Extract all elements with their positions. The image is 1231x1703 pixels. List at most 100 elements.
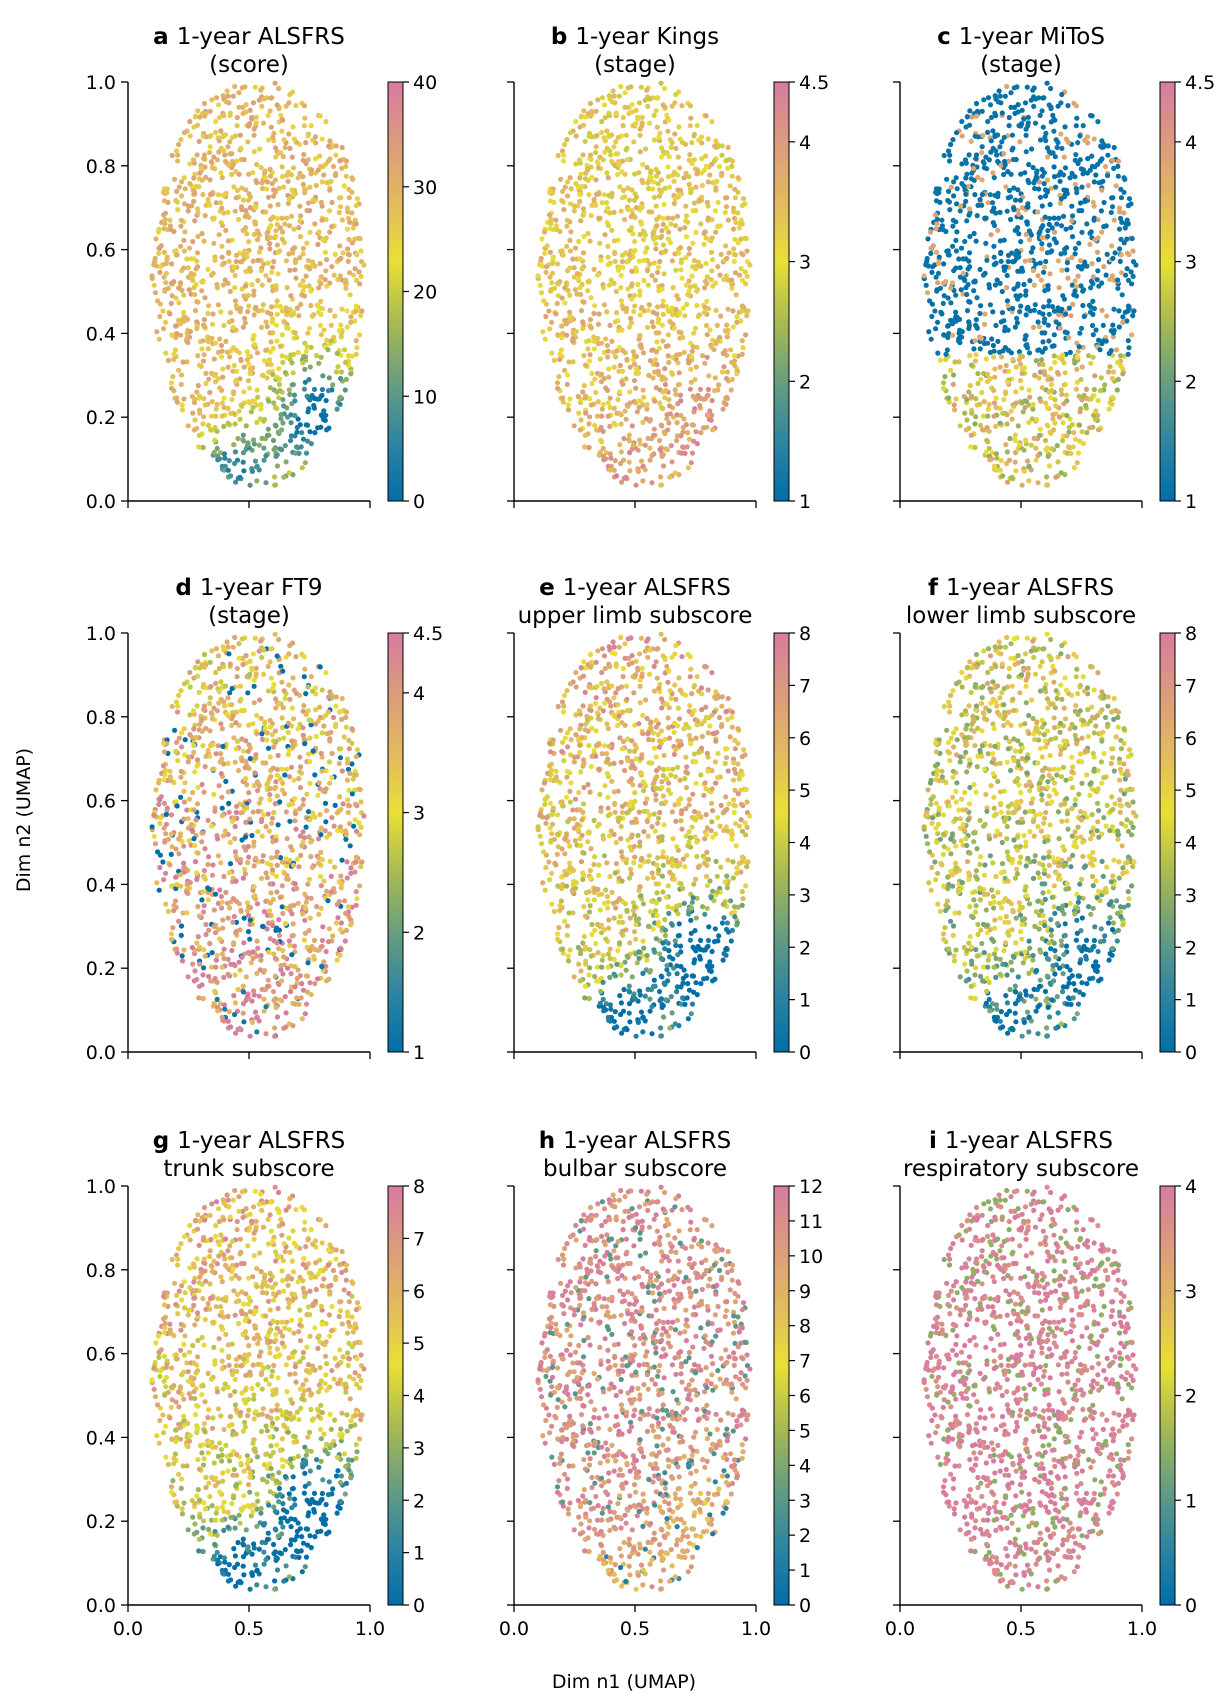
scatter-point [337,761,342,766]
scatter-point [740,345,745,350]
scatter-point [607,282,612,287]
scatter-point [1133,262,1138,267]
scatter-point [622,217,627,222]
scatter-point [297,204,302,209]
scatter-point [257,146,262,151]
scatter-point [696,393,701,398]
scatter-point [197,433,202,438]
scatter-point [332,314,337,319]
scatter-point [673,196,678,201]
scatter-point [612,238,617,243]
scatter-point [652,195,657,200]
scatter-point [673,146,678,151]
scatter-point [276,753,281,758]
scatter-point [302,123,307,128]
scatter-point [268,786,273,791]
scatter-point [1055,145,1060,150]
scatter-point [595,97,600,102]
scatter-point [647,121,652,126]
scatter-point [208,144,213,149]
scatter-point [929,314,934,319]
scatter-point [201,965,206,970]
scatter-point [1088,361,1093,366]
scatter-point [329,224,334,229]
scatter-point [327,188,332,193]
scatter-point [234,746,239,751]
scatter-point [698,221,703,226]
scatter-point [655,304,660,309]
scatter-point [654,174,659,179]
scatter-point [298,853,303,858]
scatter-point [1027,388,1032,393]
scatter-point [225,639,230,644]
scatter-point [604,170,609,175]
scatter-point [190,962,195,967]
scatter-point [649,480,654,485]
scatter-point [205,862,210,867]
scatter-point [320,924,325,929]
scatter-point [1046,454,1051,459]
scatter-point [348,922,353,927]
scatter-point [1096,284,1101,289]
scatter-point [1031,180,1036,185]
scatter-point [954,248,959,253]
scatter-point [1068,350,1073,355]
scatter-point [705,200,710,205]
scatter-point [280,360,285,365]
panel-title-text: 1-year ALSFRS [177,24,345,50]
scatter-point [981,159,986,164]
scatter-point [315,793,320,798]
scatter-point [320,687,325,692]
scatter-point [281,403,286,408]
scatter-point [1047,389,1052,394]
scatter-point [272,474,277,479]
scatter-point [663,446,668,451]
scatter-point [1020,366,1025,371]
scatter-point [354,338,359,343]
scatter-point [641,278,646,283]
panel-title-text: 1-year Kings [575,24,719,50]
scatter-point [220,917,225,922]
scatter-point [174,295,179,300]
scatter-point [605,220,610,225]
scatter-point [261,96,266,101]
scatter-point [257,994,262,999]
scatter-point [279,680,284,685]
scatter-point [195,234,200,239]
scatter-point [244,653,249,658]
scatter-point [1008,90,1013,95]
scatter-point [599,130,604,135]
scatter-point [992,175,997,180]
scatter-point [241,989,246,994]
scatter-point [729,277,734,282]
scatter-point [274,303,279,308]
scatter-point [1015,225,1020,230]
scatter-point [1029,443,1034,448]
scatter-point [969,114,974,119]
scatter-point [170,704,175,709]
scatter-point [235,436,240,441]
scatter-point [304,451,309,456]
scatter-point [306,258,311,263]
scatter-point [304,1002,309,1007]
scatter-point [334,920,339,925]
scatter-point [701,242,706,247]
scatter-point [276,366,281,371]
scatter-point [581,300,586,305]
scatter-point [1074,123,1079,128]
scatter-point [1064,245,1069,250]
scatter-point [233,298,238,303]
scatter-point [693,266,698,271]
scatter-point [933,326,938,331]
panel-title-line1: c 1-year MiToS [937,24,1105,50]
scatter-point [358,248,363,253]
scatter-point [1100,179,1105,184]
scatter-point [296,313,301,318]
scatter-point [305,960,310,965]
scatter-point [1001,397,1006,402]
scatter-point [280,397,285,402]
scatter-point [548,226,553,231]
scatter-point [300,465,305,470]
scatter-point [1066,335,1071,340]
scatter-point [287,92,292,97]
